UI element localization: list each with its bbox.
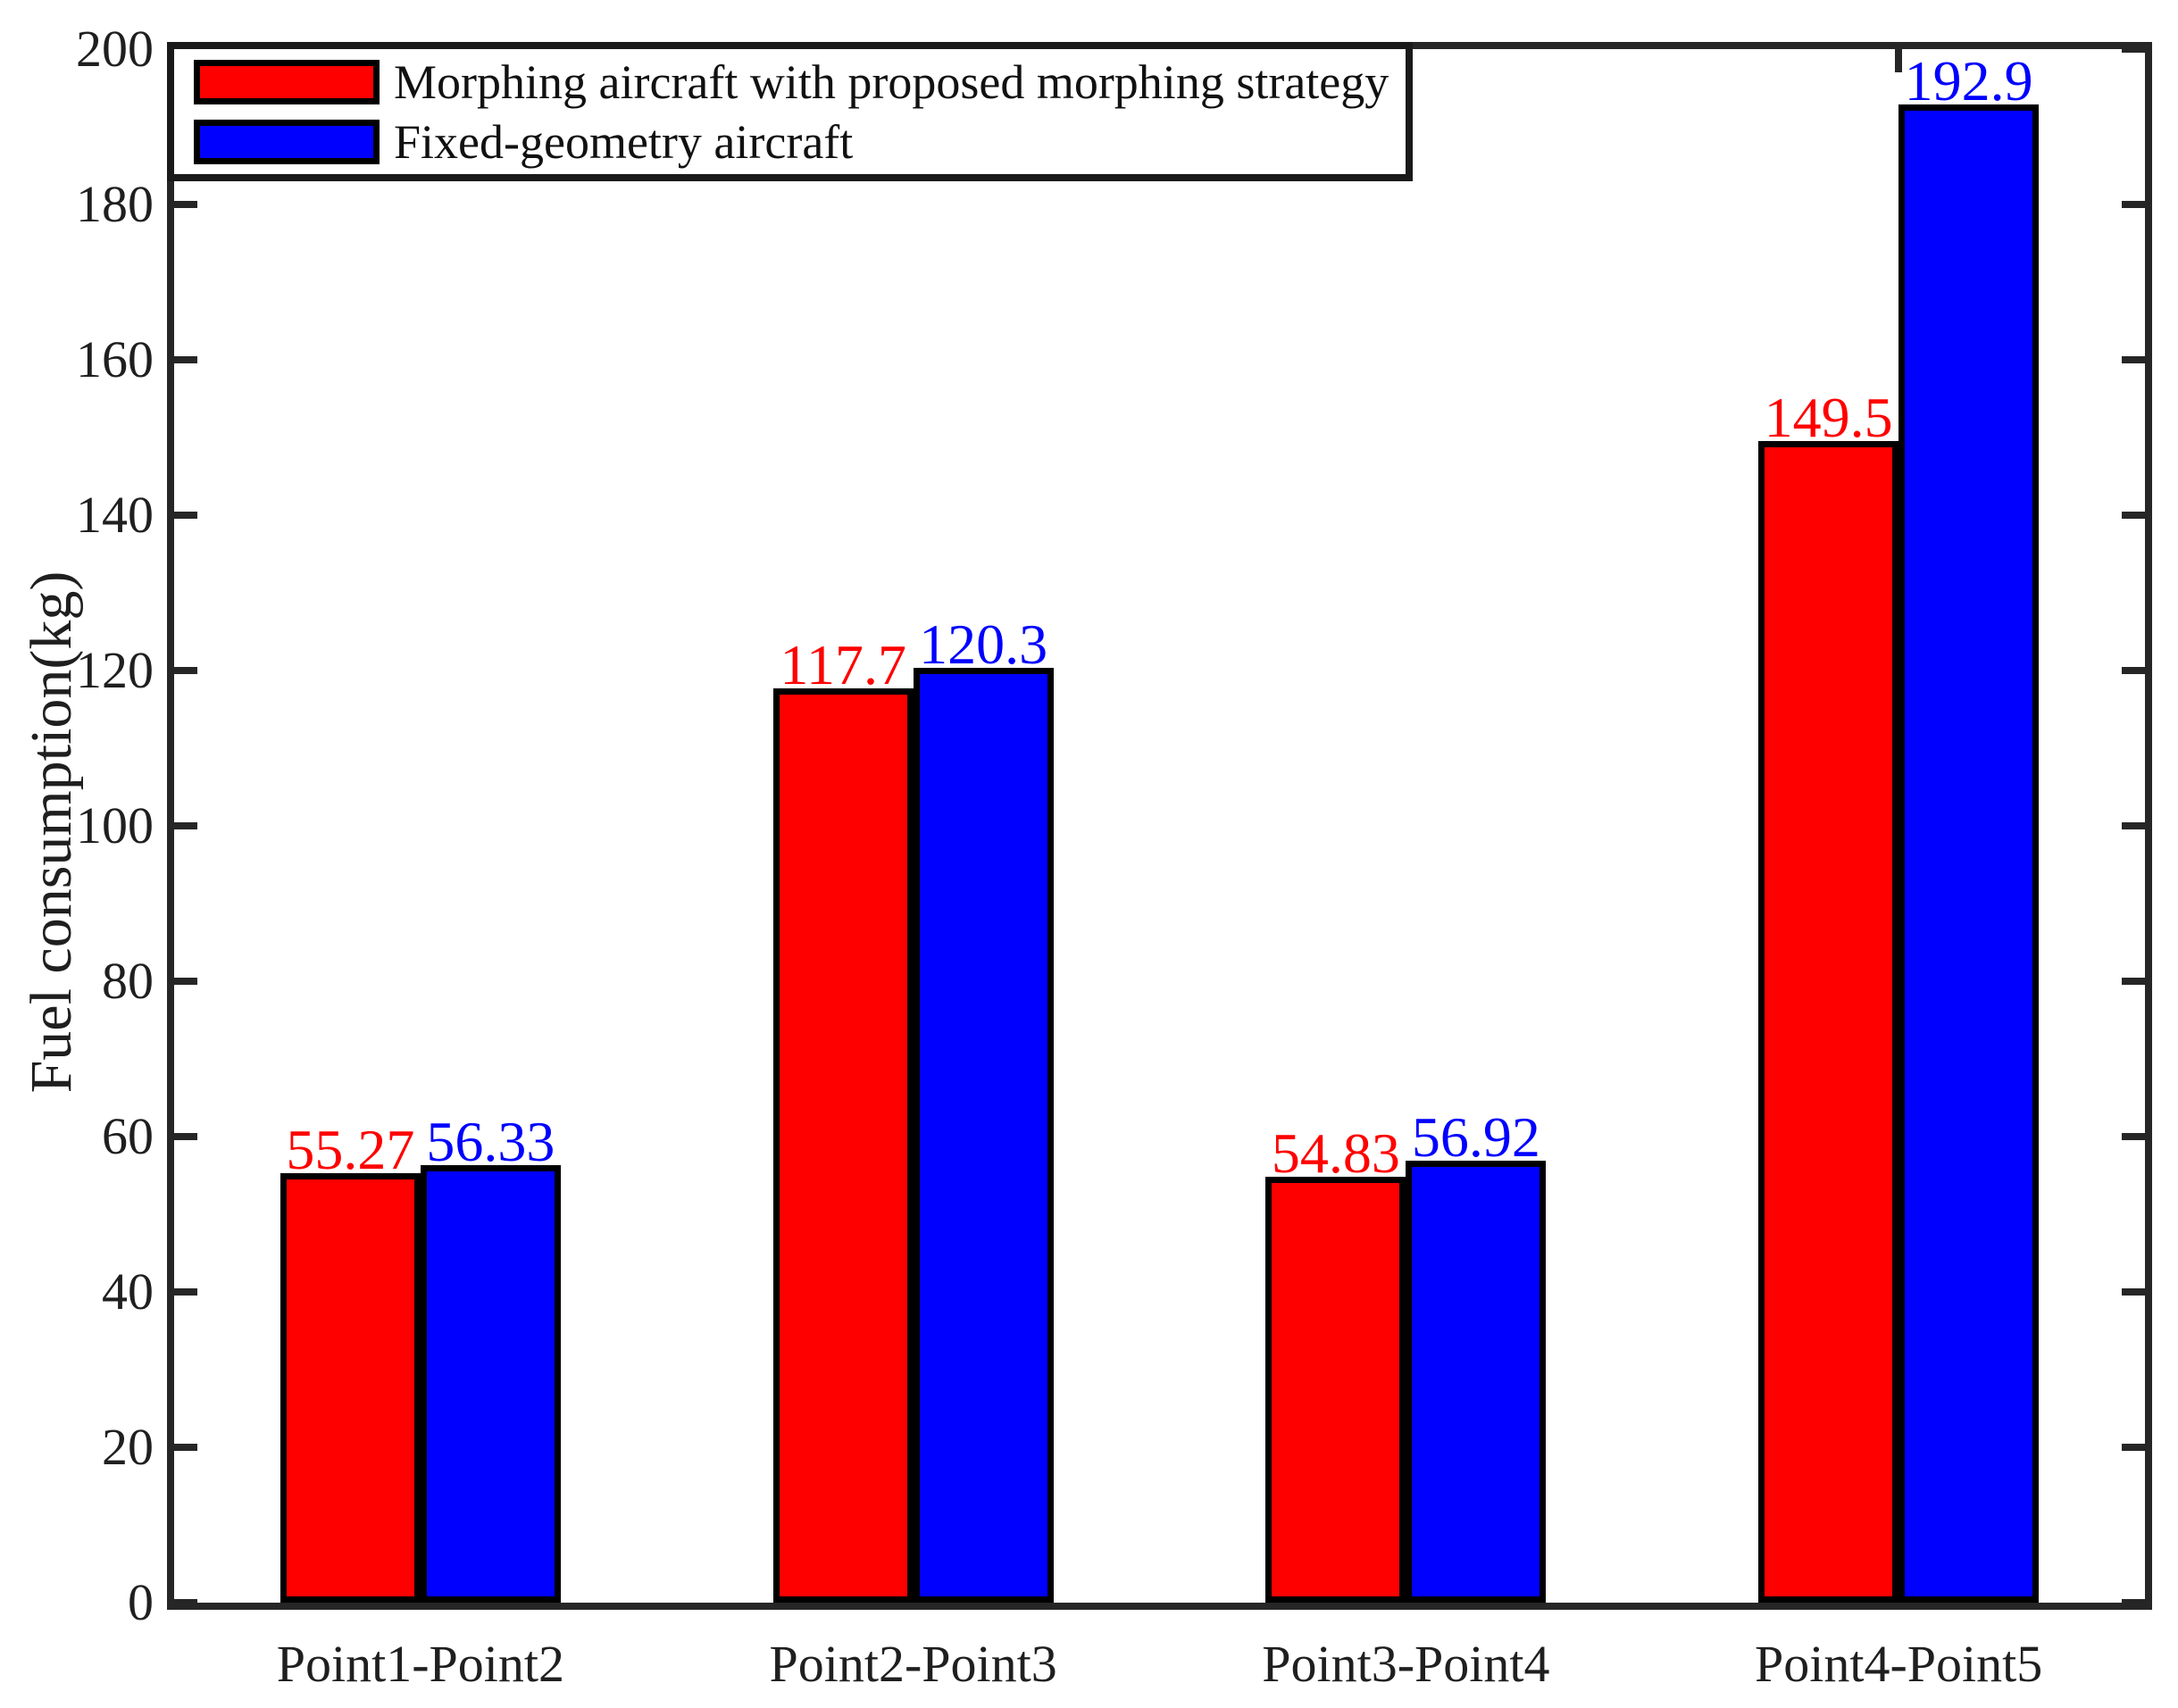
y-tick-right [2122,978,2145,985]
y-tick-label: 140 [76,486,154,544]
y-tick-label: 40 [102,1262,154,1321]
y-tick-right [2122,46,2145,53]
legend-label-fixed-geometry-aircraft: Fixed-geometry aircraft [394,114,854,169]
y-tick-left [174,1599,197,1606]
y-tick-label: 60 [102,1107,154,1165]
bar-morphing-2 [772,688,914,1603]
legend-row-fixed: Fixed-geometry aircraft [194,114,1406,169]
y-tick-label: 180 [76,175,154,233]
y-tick-right [2122,667,2145,674]
y-tick-right [2122,1599,2145,1606]
bar-morphing-1 [280,1173,421,1603]
x-tick-top [1895,49,1903,72]
legend: Morphing aircraft with proposed morphing… [167,42,1413,181]
legend-swatch-fixed-geometry-aircraft [194,119,380,164]
bar-value-label: 192.9 [1904,48,2033,112]
bar-value-label: 54.83 [1271,1121,1400,1185]
bar-value-label: 56.33 [426,1109,555,1173]
y-tick-left [174,978,197,985]
x-category-label: Point3-Point4 [1262,1635,1550,1693]
y-tick-right [2122,1133,2145,1140]
y-tick-left [174,822,197,829]
y-tick-right [2122,1444,2145,1451]
y-tick-label: 20 [102,1418,154,1476]
x-category-label: Point1-Point2 [276,1635,565,1693]
y-tick-label: 0 [128,1573,154,1631]
bar-value-label: 55.27 [286,1118,415,1182]
bar-fixed-4 [1898,104,2040,1603]
bar-morphing-4 [1758,441,1899,1603]
bar-fixed-3 [1406,1160,1547,1603]
y-tick-label: 120 [76,641,154,699]
y-tick-left [174,512,197,519]
legend-row-morphing: Morphing aircraft with proposed morphing… [194,54,1406,109]
y-tick-label: 80 [102,952,154,1010]
x-category-label: Point4-Point5 [1754,1635,2043,1693]
y-tick-left [174,356,197,363]
y-tick-left [174,667,197,674]
y-tick-label: 100 [76,796,154,854]
bar-value-label: 56.92 [1411,1104,1540,1169]
y-tick-left [174,201,197,208]
y-tick-left [174,1288,197,1296]
bar-morphing-3 [1265,1176,1406,1603]
bar-fixed-2 [913,668,1054,1603]
legend-label-morphing-aircraft: Morphing aircraft with proposed morphing… [394,54,1389,109]
legend-swatch-morphing-aircraft [194,59,380,104]
bar-value-label: 120.3 [919,612,1048,677]
y-tick-right [2122,201,2145,208]
y-tick-right [2122,822,2145,829]
y-tick-label: 200 [76,20,154,78]
y-tick-right [2122,512,2145,519]
bar-value-label: 117.7 [780,633,906,696]
y-tick-right [2122,1288,2145,1296]
x-category-label: Point2-Point3 [769,1635,1057,1693]
y-tick-left [174,1133,197,1140]
bar-fixed-1 [420,1164,561,1603]
y-tick-right [2122,356,2145,363]
y-tick-left [174,1444,197,1451]
y-tick-label: 160 [76,330,154,388]
bar-value-label: 149.5 [1764,386,1893,450]
